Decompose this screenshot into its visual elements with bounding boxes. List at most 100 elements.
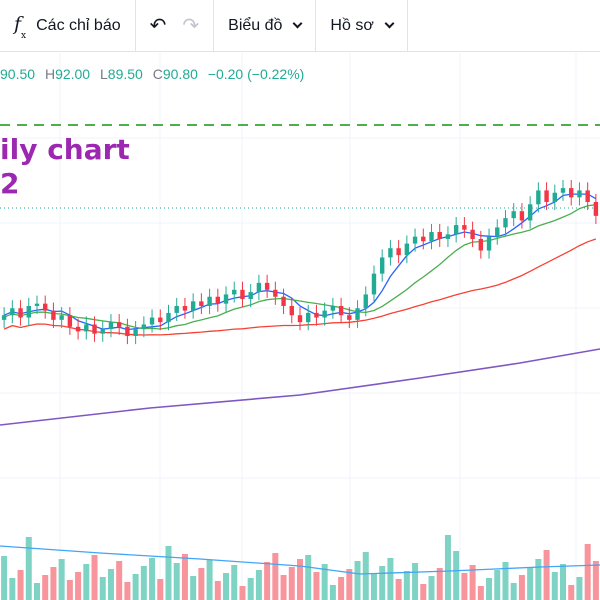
candle-body xyxy=(388,248,393,258)
candle-body xyxy=(18,308,23,318)
volume-bar xyxy=(25,537,32,600)
volume-bar xyxy=(255,570,262,600)
candle-body xyxy=(273,289,278,297)
candle-body xyxy=(577,190,582,198)
volume-bar xyxy=(239,586,246,600)
candle-body xyxy=(363,294,368,309)
candle-body xyxy=(429,232,434,242)
candle-body xyxy=(199,301,204,306)
volume-bar xyxy=(436,568,443,600)
open-value: 90.50 xyxy=(0,66,36,82)
volume-bar xyxy=(50,567,57,600)
toolbar-divider xyxy=(315,0,317,52)
candle-body xyxy=(322,310,327,318)
volume-bar xyxy=(42,575,49,600)
indicators-button[interactable]: fx Các chỉ báo xyxy=(0,0,135,51)
volume-bar xyxy=(173,563,180,600)
volume-bar xyxy=(313,572,320,600)
candle-body xyxy=(166,312,171,323)
candle-body xyxy=(133,329,138,337)
candle-body xyxy=(207,296,212,306)
profile-menu-label: Hồ sơ xyxy=(330,16,374,34)
volume-bar xyxy=(181,554,188,600)
candle-body xyxy=(519,211,525,221)
volume-bar xyxy=(9,578,16,600)
candle-body xyxy=(84,324,89,332)
candle-body xyxy=(536,190,541,205)
volume-bar xyxy=(362,552,369,600)
volume-bar xyxy=(543,550,550,600)
candle-body xyxy=(125,326,130,337)
candle-body xyxy=(67,315,73,327)
candle-body xyxy=(51,310,56,320)
volume-bar xyxy=(214,581,221,600)
candle-body xyxy=(10,308,15,316)
volume-bar xyxy=(297,559,303,600)
volume-bar xyxy=(149,558,156,600)
volume-bar xyxy=(379,566,386,600)
candle-body xyxy=(445,234,451,239)
profile-menu-button[interactable]: Hồ sơ xyxy=(316,0,406,51)
volume-bar xyxy=(107,569,114,600)
chart-annotation-line1: ily chart xyxy=(0,133,130,166)
volume-bar xyxy=(140,566,147,600)
candle-body xyxy=(503,218,508,228)
candle-body xyxy=(421,236,426,242)
candle-body xyxy=(338,305,344,316)
low-prefix: L xyxy=(100,66,108,82)
candle-body xyxy=(470,229,475,239)
price-chart[interactable] xyxy=(0,53,600,600)
volume-bar xyxy=(387,558,394,600)
candle-body xyxy=(306,312,311,323)
candle-body xyxy=(495,227,500,237)
volume-bar xyxy=(576,577,583,600)
candle-body xyxy=(569,188,574,198)
candle-body xyxy=(585,190,590,202)
volume-bar xyxy=(75,572,82,600)
candle-body xyxy=(256,282,262,293)
candle-body xyxy=(371,273,377,295)
candle-body xyxy=(347,315,352,320)
volume-bar xyxy=(535,559,542,600)
candle-body xyxy=(281,296,286,306)
candle-body xyxy=(108,322,114,330)
volume-bar xyxy=(198,568,205,600)
chevron-down-icon xyxy=(384,18,395,28)
candle-body xyxy=(437,232,442,239)
candle-body xyxy=(462,225,467,230)
toolbar-divider xyxy=(213,0,215,52)
volume-bar xyxy=(165,546,172,600)
candle-body xyxy=(486,236,492,251)
candle-body xyxy=(379,257,385,274)
volume-bar xyxy=(280,575,287,600)
volume-bar xyxy=(395,579,402,600)
candle-body xyxy=(174,305,179,313)
candle-body xyxy=(593,201,599,216)
toolbar-divider xyxy=(406,0,408,52)
volume-bar xyxy=(568,585,575,600)
volume-bar xyxy=(444,535,451,600)
volume-bar xyxy=(206,560,213,600)
candle-body xyxy=(149,317,155,325)
chart-menu-label: Biểu đồ xyxy=(228,16,283,34)
volume-bar xyxy=(272,553,279,600)
candle-body xyxy=(396,248,401,256)
candle-body xyxy=(330,305,336,311)
chevron-down-icon xyxy=(292,18,303,28)
candle-body xyxy=(1,315,7,320)
volume-bar xyxy=(420,584,427,600)
change-value: −0.20 (−0.22%) xyxy=(207,66,305,82)
ma-long-line xyxy=(0,348,600,426)
volume-bar xyxy=(83,564,90,600)
close-value: 90.80 xyxy=(162,66,198,82)
volume-bar xyxy=(560,564,567,600)
undo-icon[interactable]: ↶ xyxy=(149,15,167,37)
candle-body xyxy=(297,315,303,323)
candle-body xyxy=(100,329,105,334)
volume-bar xyxy=(494,570,501,600)
volume-bar xyxy=(116,561,123,600)
high-prefix: H xyxy=(44,66,56,82)
redo-icon[interactable]: ↷ xyxy=(182,15,200,37)
volume-bar xyxy=(288,567,295,600)
chart-menu-button[interactable]: Biểu đồ xyxy=(214,0,315,51)
